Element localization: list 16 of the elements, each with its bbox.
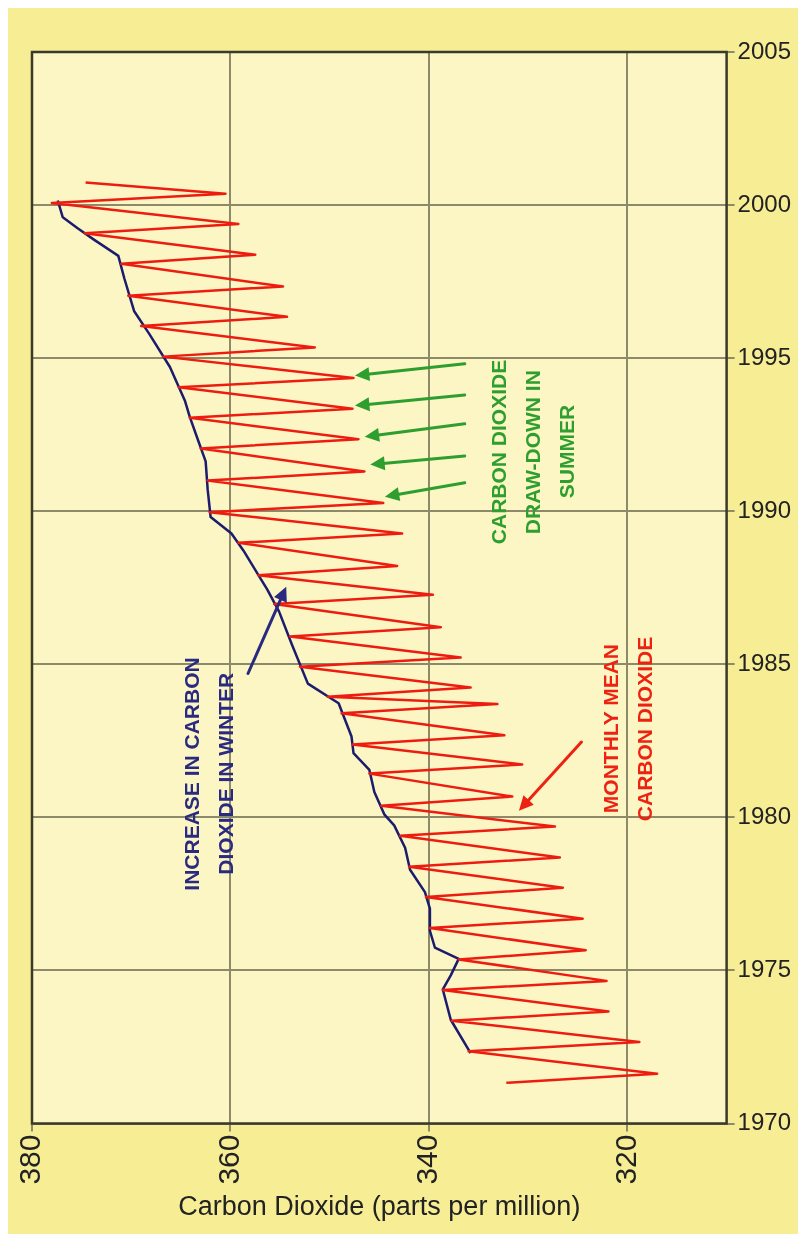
y-tick-label: 1980 — [737, 802, 791, 830]
y-tick-label: 1975 — [737, 955, 791, 983]
annotation: MONTHLY MEAN CARBON DIOXIDE — [597, 637, 657, 822]
x-tick-label: 360 — [211, 1134, 245, 1185]
y-tick-label: 2005 — [737, 36, 791, 64]
x-tick-label: 340 — [410, 1134, 444, 1185]
y-tick-label: 1990 — [737, 495, 791, 523]
y-tick-label: 1970 — [737, 1108, 791, 1136]
annotation: CARBON DIOXIDE DRAW-DOWN IN SUMMER — [485, 359, 579, 544]
x-axis-title: Carbon Dioxide (parts per million) — [178, 1191, 581, 1222]
y-tick-label: 2000 — [737, 189, 791, 217]
y-tick-label: 1985 — [737, 648, 791, 676]
y-tick-label: 1995 — [737, 342, 791, 370]
annotation: INCREASE IN CARBON DIOXIDE IN WINTER — [179, 657, 239, 891]
x-tick-label: 380 — [13, 1134, 47, 1185]
x-tick-label: 320 — [608, 1134, 642, 1185]
